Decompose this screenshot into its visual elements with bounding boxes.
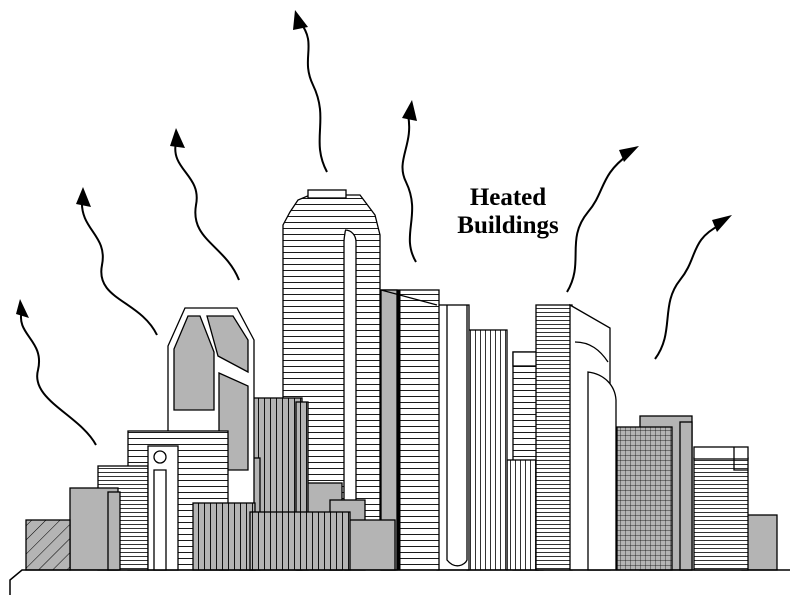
- heat-arrow: [170, 128, 240, 281]
- skyline: [9, 189, 790, 595]
- heat-arrows: [16, 10, 732, 446]
- ground-line: [9, 569, 790, 595]
- label-line-2: Buildings: [457, 212, 559, 239]
- heat-arrow: [566, 146, 639, 293]
- building: [436, 304, 508, 571]
- heat-arrow: [293, 10, 328, 173]
- building: [616, 426, 673, 571]
- building: [25, 519, 71, 571]
- heat-arrow: [76, 187, 158, 336]
- building: [506, 303, 617, 571]
- building: [693, 446, 749, 571]
- building: [192, 502, 351, 571]
- diagram-label: Heated Buildings: [438, 184, 578, 240]
- building: [69, 487, 121, 571]
- heat-arrow: [16, 299, 97, 446]
- label-line-1: Heated: [469, 184, 547, 211]
- heat-arrow: [401, 100, 417, 263]
- heat-arrow: [654, 215, 732, 360]
